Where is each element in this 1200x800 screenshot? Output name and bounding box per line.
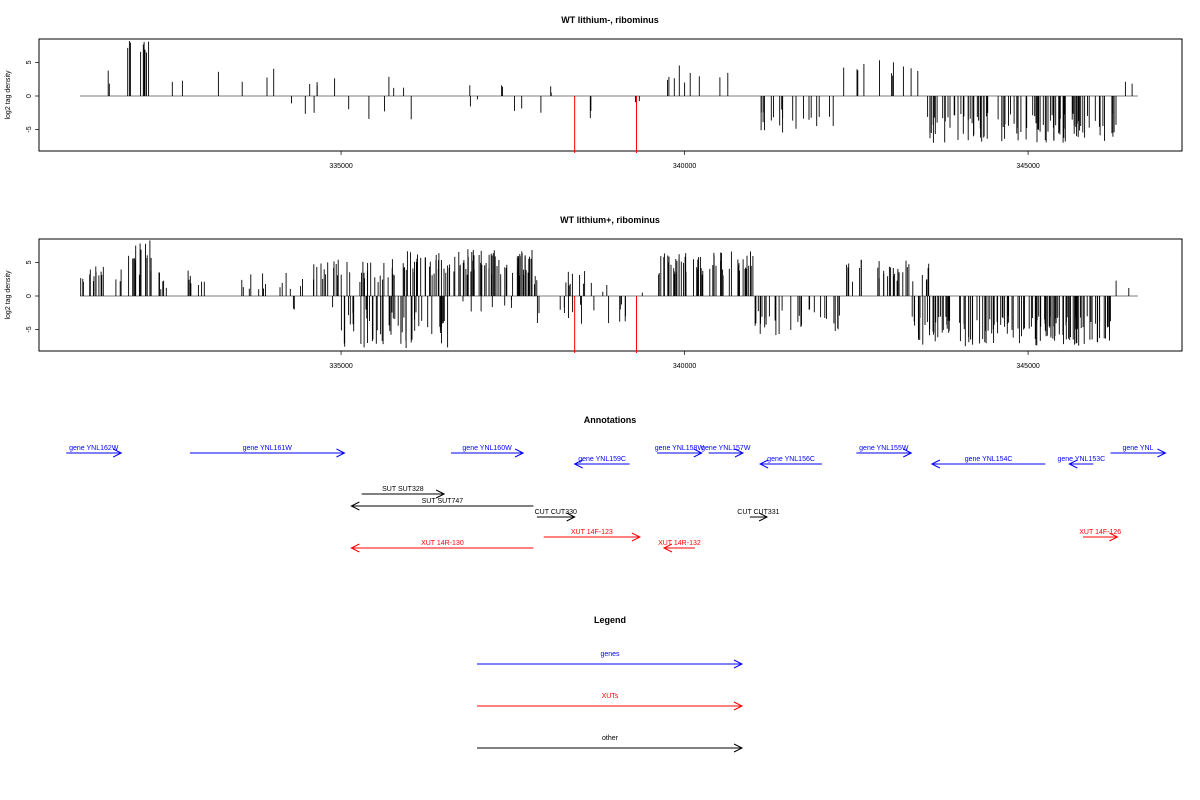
x-tick-label: 345000 [1016,363,1039,370]
legend-item: genes [477,651,744,669]
feature-label: gene YNL153C [1057,456,1105,463]
top-panel-bars [107,41,1133,153]
legend-arrow-head [733,659,744,669]
annotation-feature: XUT 14R-132 [658,540,701,553]
annotation-feature: SUT SUT328 [361,486,446,499]
annotation-feature: XUT 14R-130 [350,540,534,553]
annotation-feature: XUT 14F-126 [1079,529,1121,542]
feature-label: gene YNL157W [701,445,751,452]
feature-arrow-head [758,512,769,522]
top-panel-title: WT lithium-, ribominus [561,15,659,25]
feature-arrow-head [693,448,703,458]
feature-arrow-head [112,448,123,458]
annotation-feature: gene YNL [1110,445,1167,458]
feature-arrow-head [350,501,360,511]
feature-arrow-head [903,448,913,458]
feature-label: XUT 14F-123 [571,529,613,536]
annotation-feature: CUT CUT331 [737,509,780,522]
bottom-panel-bars [80,240,1130,353]
annotation-feature: gene YNL157W [701,445,751,458]
bottom-density-panel: WT lithium+, ribominus log2 tag density … [5,215,1183,370]
feature-label: gene YNL158W [655,445,705,452]
y-tick-label: 0 [26,94,33,98]
legend-label: other [602,735,619,742]
feature-arrow-head [759,459,769,469]
top-density-panel: WT lithium-, ribominus log2 tag density … [5,15,1183,170]
feature-label: SUT SUT328 [382,486,424,493]
x-tick-label: 335000 [329,363,352,370]
feature-arrow-head [435,489,446,499]
feature-arrow-head [662,543,673,553]
annotation-feature: gene YNL161W [189,445,346,458]
feature-label: SUT SUT747 [422,498,464,505]
feature-arrow-head [350,543,360,553]
feature-label: gene YNL161W [243,445,293,452]
y-tick-label: 5 [26,60,33,64]
bottom-panel-frame [38,238,1183,352]
y-tick-label: -5 [26,126,33,132]
legend-label: XUTs [602,693,619,700]
y-tick-label: 0 [26,294,33,298]
annotation-feature: SUT SUT747 [350,498,534,511]
feature-arrow-head [573,459,583,469]
feature-label: gene YNL [1122,445,1153,452]
feature-label: XUT 14R-130 [421,540,464,547]
feature-label: CUT CUT330 [535,509,577,516]
feature-label: XUT 14R-132 [658,540,701,547]
x-tick-label: 340000 [673,163,696,170]
feature-label: gene YNL162W [69,445,119,452]
feature-label: gene YNL155W [859,445,909,452]
annotation-feature: gene YNL155W [856,445,913,458]
annotation-feature: gene YNL160W [450,445,525,458]
x-tick-label: 345000 [1016,163,1039,170]
annotations-title: Annotations [584,415,637,425]
feature-label: XUT 14F-126 [1079,529,1121,536]
y-tick-label: -5 [26,326,33,332]
annotation-feature: gene YNL158W [655,445,705,458]
legend-arrow-head [733,701,744,711]
feature-label: CUT CUT331 [737,509,779,516]
legend-items: genes XUTs other [477,651,744,753]
feature-arrow-head [1109,532,1119,542]
feature-label: gene YNL160W [462,445,512,452]
feature-arrow-head [631,532,642,542]
annotation-feature: XUT 14F-123 [543,529,642,542]
annotation-feature: gene YNL153C [1057,456,1105,469]
feature-arrow-head [1068,459,1078,469]
legend-item: other [477,735,744,753]
top-panel-axes: 335000 340000 345000 -5 0 5 [26,60,1138,170]
annotation-feature: gene YNL159C [573,456,630,469]
annotation-feature: gene YNL156C [759,456,822,469]
top-panel-frame [38,38,1183,152]
bottom-panel-axes: 335000 340000 345000 -5 0 5 [26,260,1138,370]
feature-label: gene YNL159C [578,456,626,463]
feature-arrow-head [514,448,525,458]
feature-arrow-head [734,448,745,458]
feature-arrow-head [336,448,346,458]
feature-arrow-head [930,459,941,469]
annotations-panel: Annotations gene YNL162W gene YNL161W gene… [66,415,1167,553]
y-tick-label: 5 [26,260,33,264]
legend-title: Legend [594,615,626,625]
bottom-panel-title: WT lithium+, ribominus [560,215,660,225]
annotation-feature: CUT CUT330 [535,509,577,522]
feature-label: gene YNL154C [965,456,1013,463]
annotation-features: gene YNL162W gene YNL161W gene YNL160W gene… [66,445,1167,553]
annotation-feature: gene YNL154C [930,456,1046,469]
legend-label: genes [600,651,620,658]
legend-arrow-head [733,743,744,753]
legend-panel: Legend genes XUTs other [477,615,744,753]
top-panel-ylabel: log2 tag density [5,70,12,120]
x-tick-label: 335000 [329,163,352,170]
x-tick-label: 340000 [673,363,696,370]
feature-label: gene YNL156C [767,456,815,463]
bottom-panel-ylabel: log2 tag density [5,270,12,320]
feature-arrow-head [1157,448,1167,458]
annotation-feature: gene YNL162W [66,445,123,458]
feature-arrow-head [566,512,576,522]
legend-item: XUTs [477,693,744,711]
